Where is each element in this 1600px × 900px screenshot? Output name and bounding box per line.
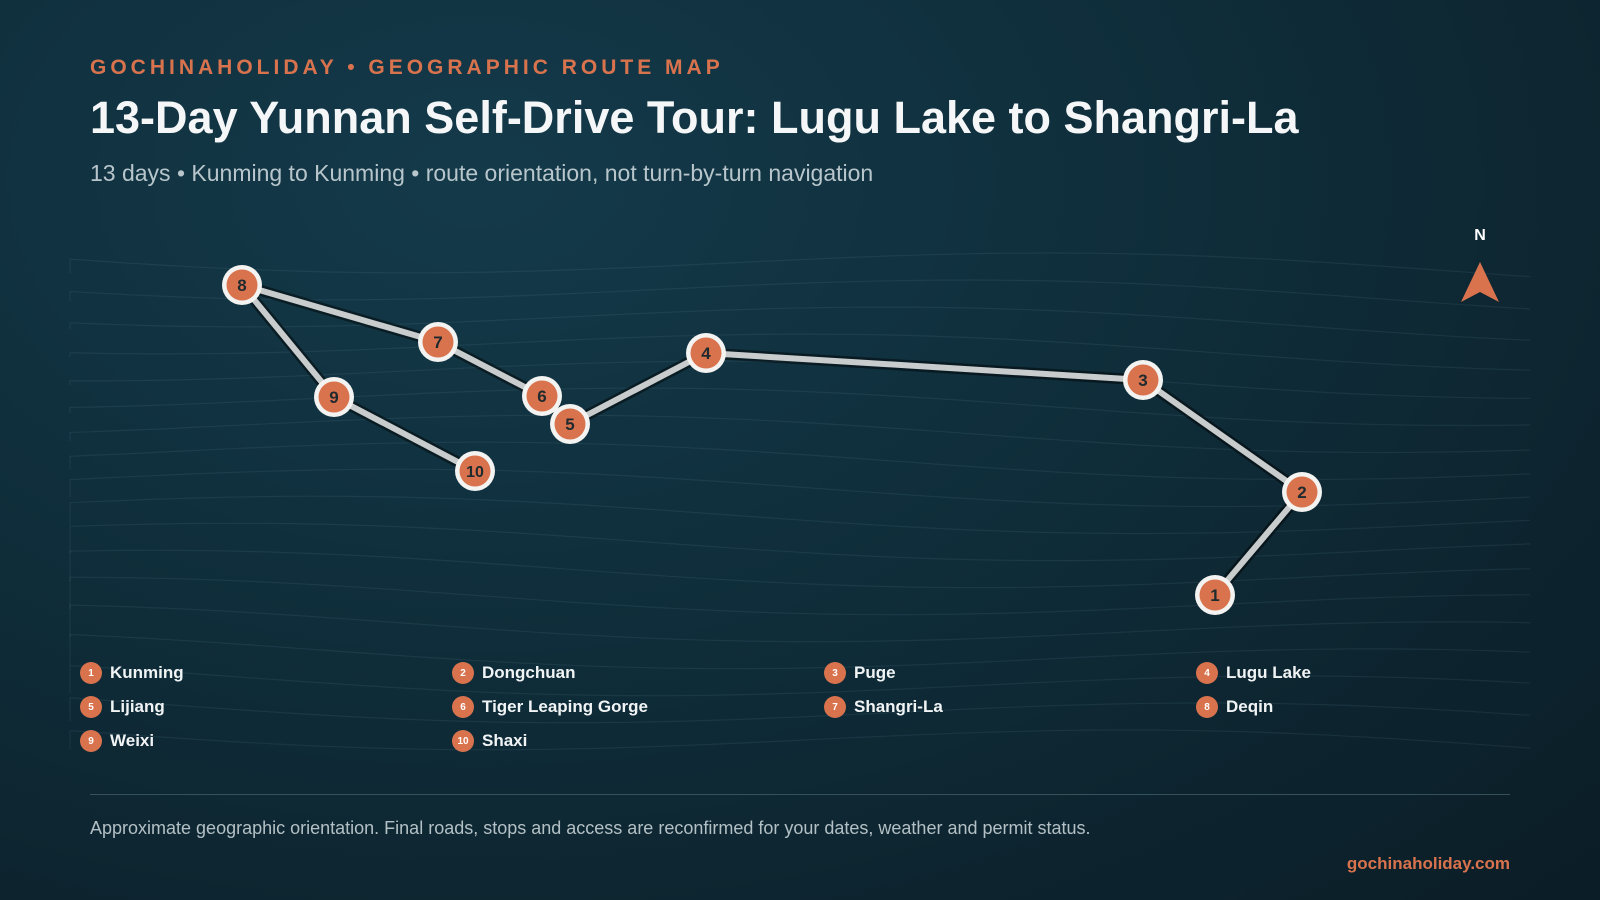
marker-number: 1 — [1210, 586, 1219, 605]
eyebrow-label: GOCHINAHOLIDAY • GEOGRAPHIC ROUTE MAP — [90, 56, 724, 79]
contour-line — [69, 306, 1531, 341]
legend-number-badge: 6 — [452, 696, 474, 718]
marker-number: 7 — [433, 333, 442, 352]
contour-line — [69, 604, 1531, 643]
contour-line — [69, 576, 1531, 616]
contour-line — [69, 495, 1531, 535]
legend-stop-name: Puge — [854, 663, 896, 682]
contour-line — [69, 729, 1531, 751]
contour-line — [69, 441, 1531, 481]
route-line — [236, 279, 1308, 599]
contour-line — [69, 252, 1531, 278]
marker-number: 6 — [537, 387, 546, 406]
legend-number-badge: 5 — [80, 696, 102, 718]
marker-dot — [1286, 476, 1318, 508]
compass: N — [1461, 227, 1499, 302]
contour-line — [69, 697, 1531, 724]
footer-divider — [90, 794, 1510, 795]
site-link[interactable]: gochinaholiday.com — [1346, 854, 1510, 873]
legend-stop-name: Kunming — [110, 663, 184, 682]
stop-marker[interactable]: 4 — [686, 333, 726, 373]
marker-number: 9 — [329, 388, 338, 407]
stop-markers: 1 2 3 4 56 7 8 9 10 — [222, 265, 1322, 615]
marker-dot — [226, 269, 258, 301]
marker-dot — [459, 455, 491, 487]
contour-line — [69, 664, 1531, 697]
marker-number: 2 — [1297, 483, 1306, 502]
marker-number: 4 — [701, 344, 711, 363]
legend-stop-name: Shaxi — [482, 731, 528, 750]
stop-marker[interactable]: 9 — [314, 377, 354, 417]
contour-line — [69, 522, 1531, 562]
marker-dot — [1199, 579, 1231, 611]
contour-line — [69, 387, 1531, 427]
north-arrow-icon — [1461, 262, 1499, 302]
marker-number: 5 — [565, 415, 574, 434]
legend-stop-name: Lugu Lake — [1226, 663, 1312, 682]
stop-marker[interactable]: 3 — [1123, 360, 1163, 400]
legend-item: 5 Lijiang — [80, 696, 452, 718]
stop-marker[interactable]: 5 — [550, 404, 590, 444]
legend-number-badge: 1 — [80, 662, 102, 684]
marker-dot — [554, 408, 586, 440]
legend-stop-name: Shangri-La — [854, 697, 943, 716]
contour-line — [69, 549, 1531, 589]
legend-item: 4 Lugu Lake — [1196, 662, 1568, 684]
stop-marker[interactable]: 7 — [418, 322, 458, 362]
contour-line — [69, 468, 1531, 508]
legend-stop-name: Dongchuan — [482, 663, 576, 682]
marker-dot — [318, 381, 350, 413]
stop-marker[interactable]: 1 — [1195, 575, 1235, 615]
page-subtitle: 13 days • Kunming to Kunming • route ori… — [90, 160, 874, 186]
legend-item: 10 Shaxi — [452, 730, 824, 752]
stop-marker[interactable]: 8 — [222, 265, 262, 305]
legend-item: 3 Puge — [824, 662, 1196, 684]
legend-number-badge: 4 — [1196, 662, 1218, 684]
footer-note: Approximate geographic orientation. Fina… — [90, 818, 1091, 838]
legend-item: 7 Shangri-La — [824, 696, 1196, 718]
contour-line — [69, 633, 1531, 670]
legend-number-badge: 10 — [452, 730, 474, 752]
marker-dot — [1127, 364, 1159, 396]
marker-dot — [526, 380, 558, 412]
marker-dot — [690, 337, 722, 369]
stop-legend: 1 Kunming 2 Dongchuan 3 Puge 4 Lugu Lake 5 Lijian… — [80, 662, 1560, 752]
terrain-contours — [69, 252, 1531, 751]
stop-marker[interactable]: 6 — [522, 376, 562, 416]
legend-item: 9 Weixi — [80, 730, 452, 752]
page-title: 13-Day Yunnan Self-Drive Tour: Lugu Lake… — [90, 92, 1299, 143]
legend-number-badge: 7 — [824, 696, 846, 718]
legend-number-badge: 2 — [452, 662, 474, 684]
legend-stop-name: Weixi — [110, 731, 155, 750]
stop-marker[interactable]: 2 — [1282, 472, 1322, 512]
marker-number: 8 — [237, 276, 246, 295]
legend-number-badge: 8 — [1196, 696, 1218, 718]
legend-item: 8 Deqin — [1196, 696, 1568, 718]
legend-stop-name: Lijiang — [110, 697, 165, 716]
legend-number-badge: 3 — [824, 662, 846, 684]
legend-stop-name: Tiger Leaping Gorge — [482, 697, 648, 716]
legend-item: 2 Dongchuan — [452, 662, 824, 684]
legend-number-badge: 9 — [80, 730, 102, 752]
stop-marker[interactable]: 10 — [455, 451, 495, 491]
legend-item: 6 Tiger Leaping Gorge — [452, 696, 824, 718]
route-path — [239, 282, 1305, 597]
compass-label: N — [1474, 227, 1486, 244]
marker-number: 3 — [1138, 371, 1147, 390]
legend-item: 1 Kunming — [80, 662, 452, 684]
legend-stop-name: Deqin — [1226, 697, 1274, 716]
marker-dot — [422, 326, 454, 358]
contour-line — [69, 414, 1531, 454]
contour-line — [69, 360, 1531, 399]
marker-number: 10 — [466, 464, 484, 481]
